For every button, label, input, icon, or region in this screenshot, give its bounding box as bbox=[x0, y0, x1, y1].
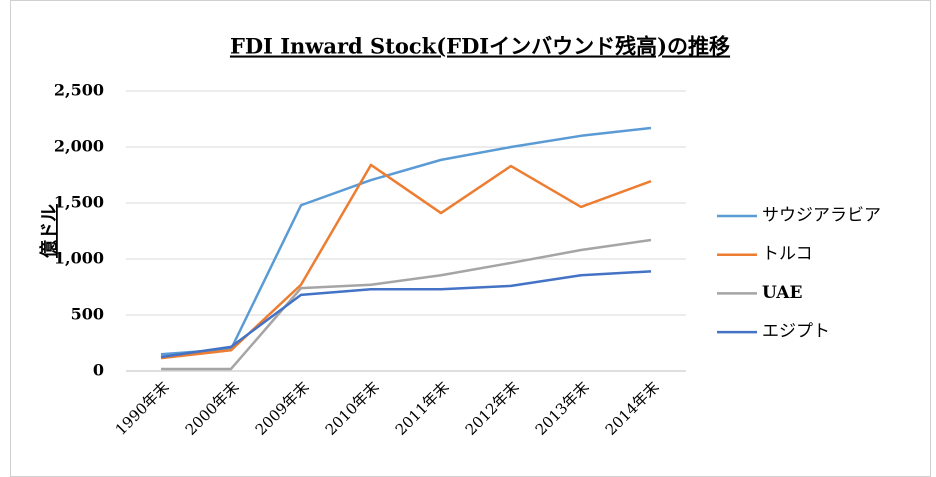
y-tick-label: 1,000 bbox=[54, 249, 104, 268]
series-line bbox=[160, 126, 652, 356]
legend-label: UAE bbox=[762, 283, 802, 303]
y-tick-label: 2,500 bbox=[54, 81, 104, 100]
series-line bbox=[161, 238, 652, 371]
series-line bbox=[160, 270, 652, 359]
legend-label: エジプト bbox=[762, 322, 830, 342]
y-tick-label: 2,000 bbox=[54, 137, 104, 156]
legend-label: トルコ bbox=[762, 244, 813, 264]
y-tick-label: 1,500 bbox=[54, 193, 104, 212]
y-tick-label: 0 bbox=[93, 361, 104, 380]
chart-title: FDI Inward Stock(FDIインバウンド残高)の推移 bbox=[230, 34, 730, 59]
y-axis-label: 億ドル bbox=[38, 204, 60, 258]
y-tick-label: 500 bbox=[71, 305, 104, 324]
chart-frame bbox=[10, 0, 931, 477]
legend-label: サウジアラビア bbox=[762, 206, 881, 226]
